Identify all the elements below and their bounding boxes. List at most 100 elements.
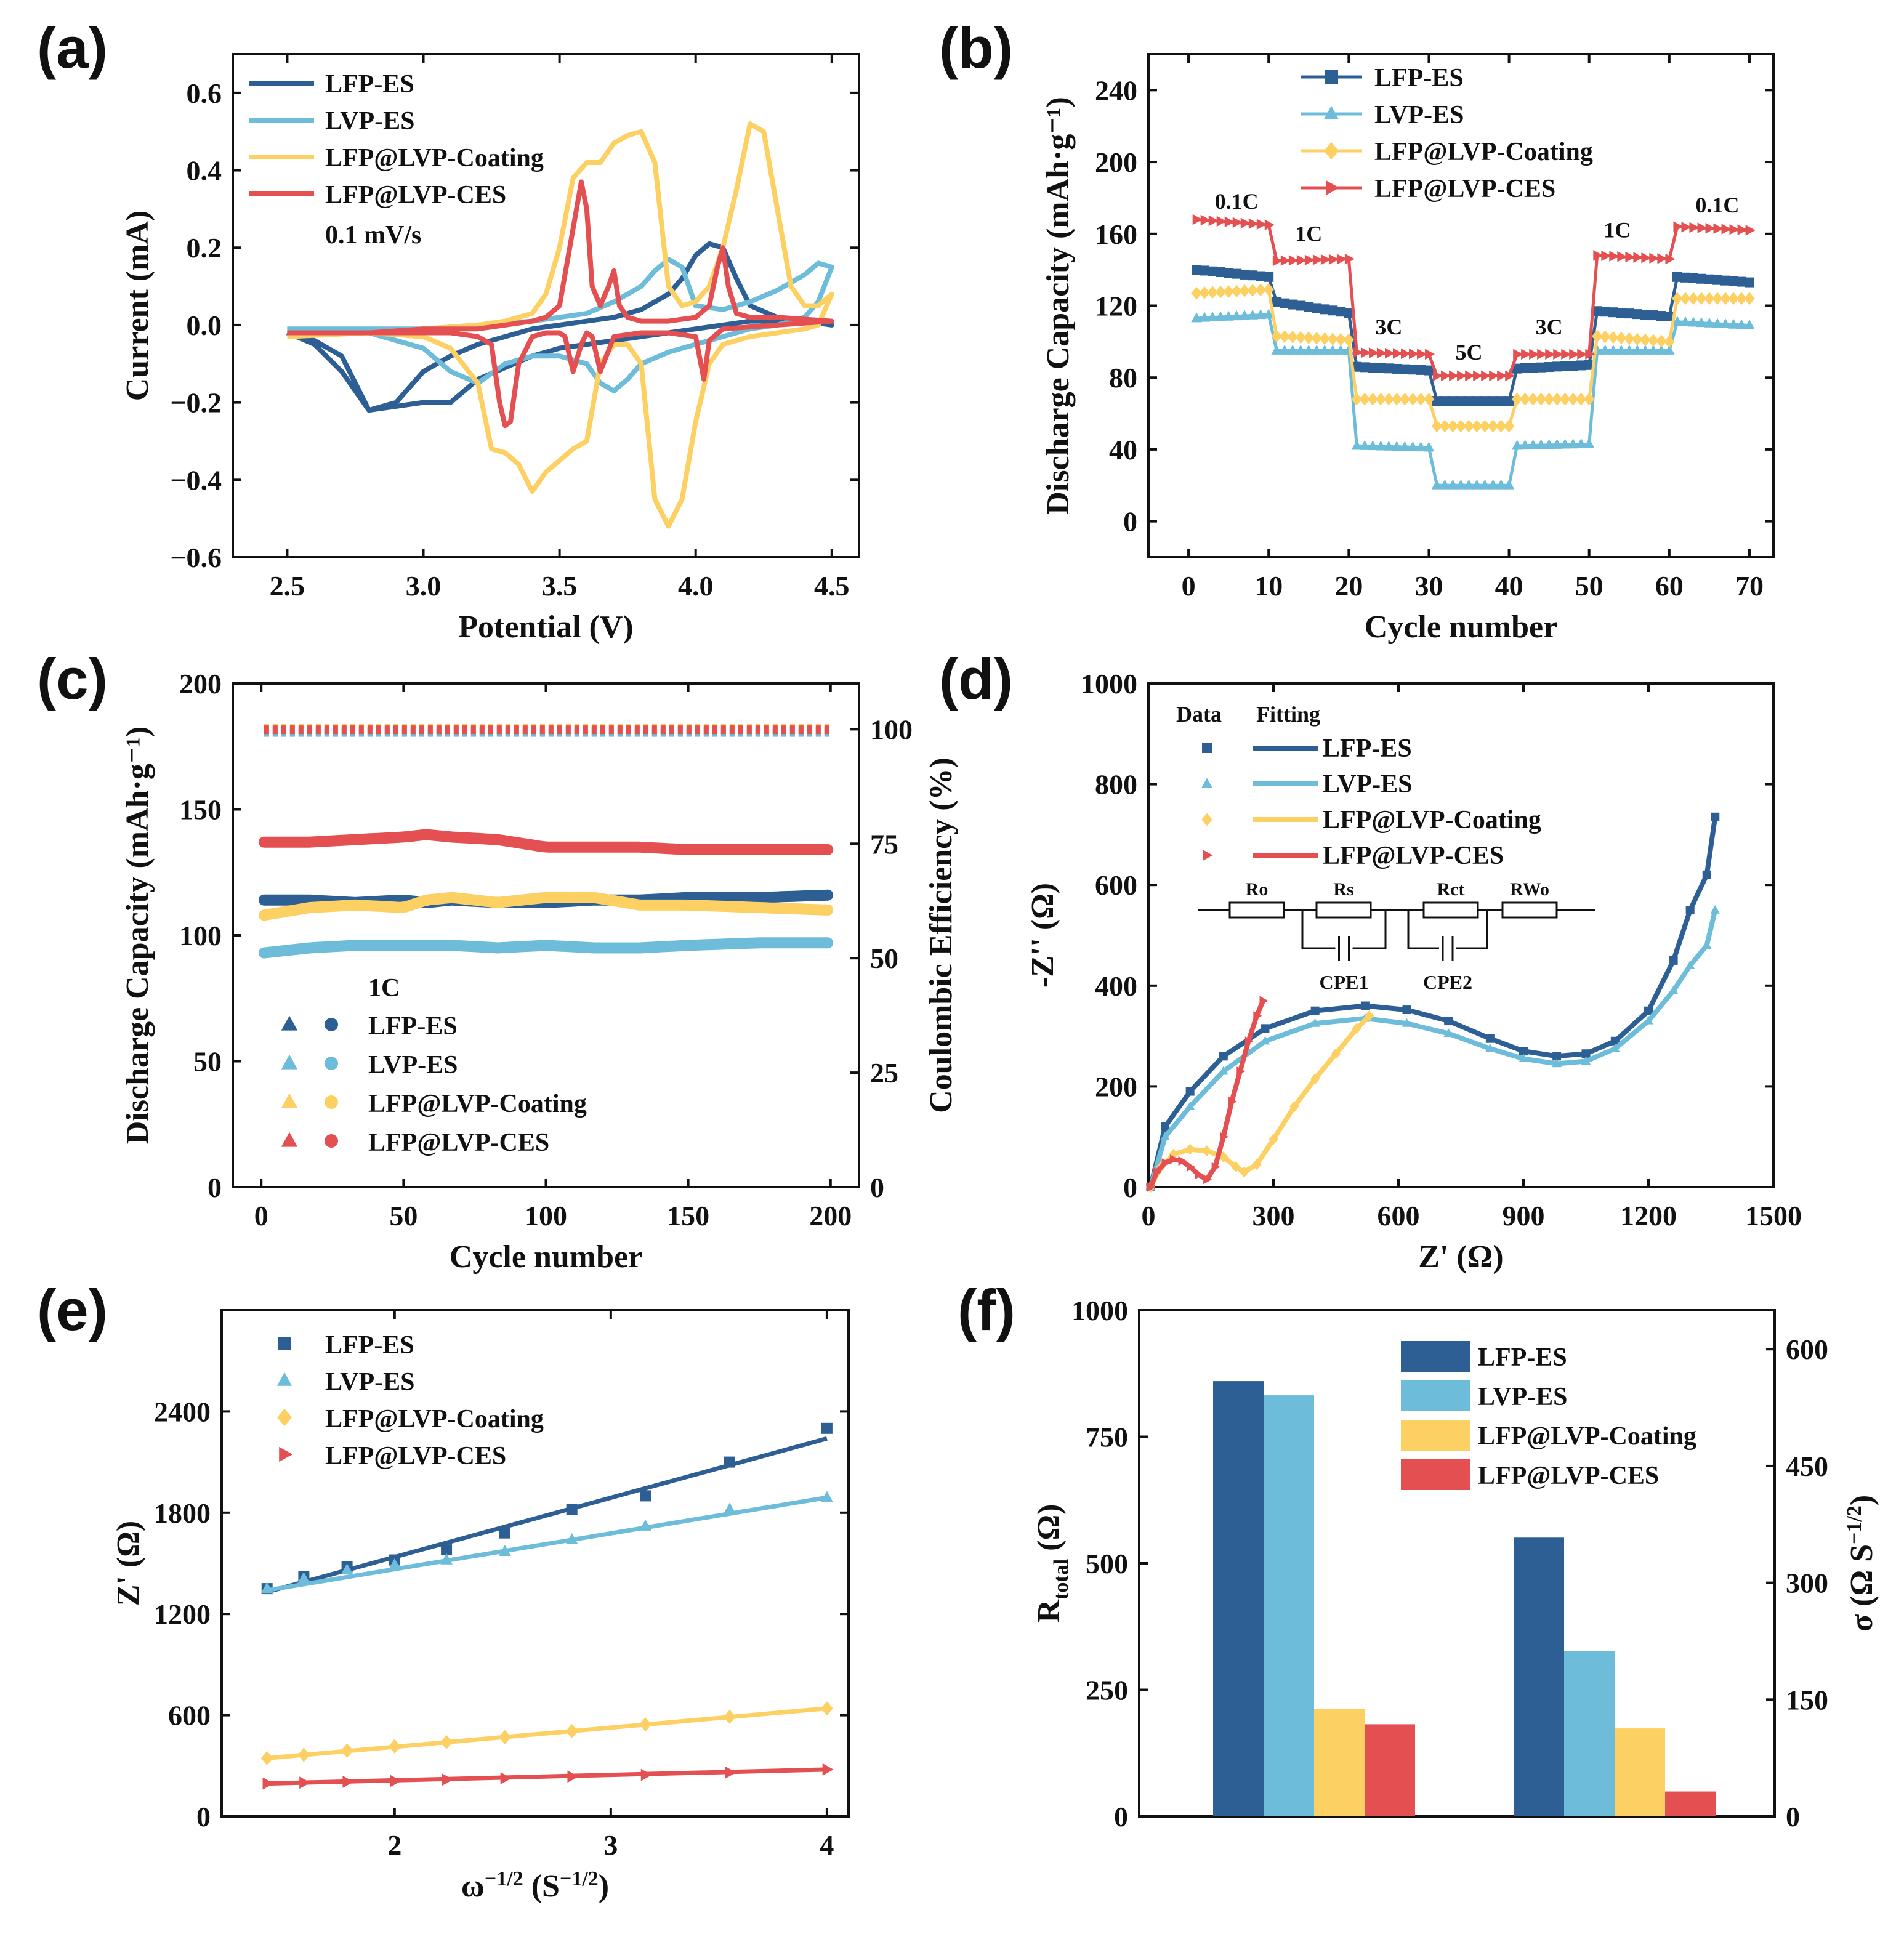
rate-point — [1368, 363, 1378, 373]
rate-point — [1343, 333, 1355, 347]
rate-point — [1344, 253, 1355, 265]
y-right-tick-label: 150 — [1786, 1684, 1828, 1715]
rate-point — [1728, 292, 1739, 305]
rate-point — [1423, 392, 1435, 406]
nyquist-point — [1178, 1156, 1187, 1166]
legend-label: LVP-ES — [368, 1051, 458, 1079]
nyquist-point — [1244, 1036, 1254, 1046]
y-tick-label: 0 — [1114, 1801, 1128, 1832]
rate-point — [1607, 344, 1619, 355]
cv-curve-LFP@LVP-Coating — [287, 121, 834, 529]
rate-point — [1511, 392, 1523, 406]
rate-point — [1527, 439, 1539, 449]
x-tick-label: 4 — [820, 1829, 834, 1861]
rate-point — [1728, 318, 1739, 329]
x-tick-label: 300 — [1253, 1200, 1295, 1231]
equivalent-circuit: Ro Rs Rct RWo CPE1 CPE2 — [1198, 879, 1595, 993]
warburg-point — [498, 1545, 511, 1557]
rate-point — [1623, 332, 1635, 345]
nyquist-point — [1519, 1047, 1528, 1056]
rate-point — [1704, 317, 1715, 328]
rate-point — [1583, 438, 1595, 448]
rate-point — [1584, 360, 1594, 370]
warburg-point — [499, 1527, 510, 1539]
bar-rtotal-LFP@LVP-Coating — [1314, 1709, 1365, 1816]
nyquist-point — [1364, 1010, 1374, 1021]
nyquist-point — [1581, 1056, 1591, 1065]
rate-point — [1215, 311, 1226, 321]
nyquist-point — [1153, 1167, 1162, 1177]
warburg-point — [440, 1735, 453, 1750]
rate-point — [1503, 419, 1515, 433]
legend: LFP-ES LVP-ES LFP@LVP-Coating LFP@LVP-CES — [1401, 1341, 1696, 1490]
nyquist-point — [1161, 1158, 1171, 1168]
plot-frame — [232, 53, 860, 558]
x-tick-label: 100 — [525, 1200, 567, 1231]
y-tick-label: 120 — [1095, 291, 1137, 322]
warburg-point — [567, 1770, 579, 1783]
rate-point — [1256, 219, 1267, 230]
rate-point — [1449, 370, 1459, 382]
nyquist-point — [1711, 812, 1720, 821]
y-tick-label: 80 — [1109, 362, 1137, 393]
nyquist-point — [1444, 1017, 1453, 1026]
rate-point — [1368, 347, 1379, 358]
rate-point — [1567, 438, 1579, 449]
nyquist-point — [1261, 1024, 1270, 1033]
legend-label: LFP-ES — [1323, 735, 1412, 763]
rate-point — [1583, 392, 1595, 406]
rate-point — [1207, 312, 1218, 322]
rate-point — [1296, 254, 1307, 266]
nyquist-point — [1211, 1162, 1220, 1172]
panel-d-nyquist-plot: (d) 0 300 600 900 1200 1500 0 200 400 600 800 1000 Z'… — [939, 647, 1802, 1275]
nyquist-point — [1203, 1175, 1212, 1185]
rate-point — [1607, 331, 1619, 344]
panel-label: (e) — [37, 1278, 108, 1342]
rate-point — [1744, 292, 1755, 305]
legend-label: LFP@LVP-Coating — [368, 1090, 587, 1118]
rate-point — [1272, 297, 1282, 307]
warburg-point — [260, 1751, 273, 1766]
rate-point — [1409, 348, 1419, 360]
rate-point — [1720, 292, 1731, 305]
rate-point — [1592, 306, 1602, 316]
rate-point — [1288, 299, 1298, 310]
resistor-label: RWo — [1510, 879, 1549, 900]
rate-point — [1279, 330, 1291, 344]
legend-label: LVP-ES — [325, 1368, 415, 1396]
nyquist-point — [1269, 1134, 1278, 1145]
y-axis-title-right: Coulombic Efficiency (%) — [924, 757, 959, 1113]
rate-point — [1559, 438, 1571, 449]
rate-point — [1231, 310, 1242, 321]
rate-point — [1280, 255, 1291, 267]
x-axis-title: Z' (Ω) — [1418, 1239, 1503, 1275]
nyquist-point — [1187, 1162, 1196, 1172]
rate-point — [1641, 252, 1652, 264]
y-tick-label: 150 — [179, 794, 222, 826]
y-tick-label: 240 — [1095, 75, 1137, 106]
rate-point — [1367, 392, 1379, 406]
rate-point — [1616, 308, 1626, 318]
rate-point — [1680, 316, 1691, 326]
legend-label: LFP-ES — [1374, 64, 1464, 92]
rate-point — [1391, 441, 1403, 451]
rate-point — [1712, 275, 1722, 285]
legend-label: LFP@LVP-Coating — [1478, 1422, 1696, 1451]
y-tick-label: 200 — [1095, 1071, 1137, 1102]
bar-sigma-LFP@LVP-CES — [1665, 1791, 1716, 1816]
nyquist-point — [1443, 1028, 1453, 1038]
y-right-tick-label: 450 — [1786, 1451, 1828, 1482]
rate-point — [1223, 285, 1234, 298]
rate-point — [1471, 479, 1483, 490]
warburg-point — [500, 1772, 512, 1784]
rate-point — [1191, 286, 1202, 300]
legend-header-fitting: Fitting — [1256, 702, 1320, 727]
rate-point — [1543, 392, 1555, 406]
y-right-tick-label: 300 — [1786, 1568, 1828, 1599]
nyquist-point — [1147, 1182, 1156, 1192]
rate-point — [1688, 292, 1699, 305]
y-tick-label: 1000 — [1071, 1295, 1128, 1326]
capacity-trace-LFP@LVP-Coating — [258, 892, 834, 921]
rate-point — [1287, 344, 1299, 355]
rate-point — [1623, 344, 1635, 355]
